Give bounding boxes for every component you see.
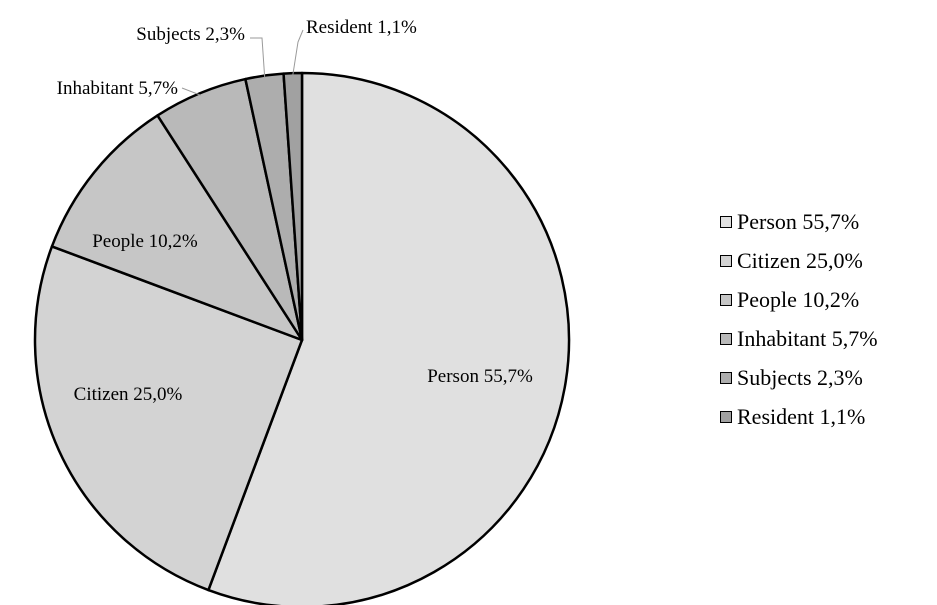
legend-label: People 10,2% xyxy=(737,286,860,312)
leader-line-inhabitant xyxy=(181,87,201,96)
slice-label-citizen: Citizen 25,0% xyxy=(74,384,183,405)
legend-swatch xyxy=(720,371,732,384)
legend-item-subjects: Subjects 2,3% xyxy=(720,358,878,397)
slice-label-person: Person 55,7% xyxy=(427,366,533,387)
legend-swatch xyxy=(720,254,732,267)
legend-item-citizen: Citizen 25,0% xyxy=(720,241,878,280)
chart-legend: Person 55,7% Citizen 25,0% People 10,2% Inh… xyxy=(720,202,878,436)
slice-label-resident: Resident 1,1% xyxy=(306,17,417,38)
legend-label: Subjects 2,3% xyxy=(737,364,863,390)
legend-label: Inhabitant 5,7% xyxy=(737,325,878,351)
legend-label: Resident 1,1% xyxy=(737,403,866,429)
legend-swatch xyxy=(720,410,732,423)
slice-label-subjects: Subjects 2,3% xyxy=(136,24,245,45)
legend-item-person: Person 55,7% xyxy=(720,202,878,241)
slice-label-people: People 10,2% xyxy=(92,231,198,252)
legend-item-people: People 10,2% xyxy=(720,280,878,319)
legend-swatch xyxy=(720,293,732,306)
legend-item-resident: Resident 1,1% xyxy=(720,397,878,436)
legend-label: Person 55,7% xyxy=(737,208,860,234)
pie-slice-person xyxy=(207,71,571,605)
slice-label-inhabitant: Inhabitant 5,7% xyxy=(57,78,179,99)
legend-label: Citizen 25,0% xyxy=(737,247,863,273)
leader-line-resident xyxy=(292,29,304,76)
legend-swatch xyxy=(720,332,732,345)
legend-swatch xyxy=(720,215,732,228)
pie-slice-citizen xyxy=(33,245,304,592)
leader-line-subjects xyxy=(250,37,266,78)
pie-slice-people xyxy=(50,114,304,342)
legend-item-inhabitant: Inhabitant 5,7% xyxy=(720,319,878,358)
